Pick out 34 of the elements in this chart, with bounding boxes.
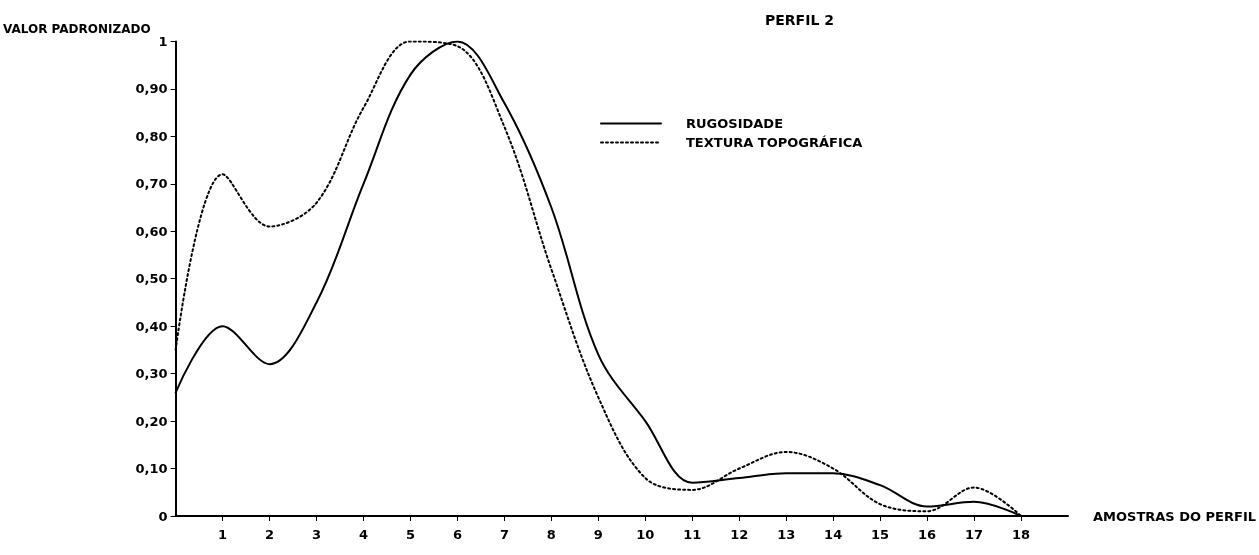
x-tick-label: 7 bbox=[499, 527, 509, 542]
x-tick-label: 12 bbox=[730, 527, 749, 542]
x-tick-label: 17 bbox=[965, 527, 984, 542]
x-tick-label: 16 bbox=[918, 527, 937, 542]
x-tick-label: 1 bbox=[218, 527, 228, 542]
x-tick-label: 8 bbox=[546, 527, 556, 542]
y-tick-label: 1 bbox=[158, 33, 168, 49]
x-tick-label: 3 bbox=[312, 527, 322, 542]
legend-label: TEXTURA TOPOGRÁFICA bbox=[686, 135, 863, 150]
chart-title: PERFIL 2 bbox=[765, 12, 834, 28]
x-tick-label: 15 bbox=[871, 527, 890, 542]
y-tick-label: 0 bbox=[158, 508, 168, 524]
y-tick-label: 0,70 bbox=[135, 176, 168, 192]
x-tick-label: 2 bbox=[265, 527, 275, 542]
x-tick-label: 4 bbox=[358, 527, 369, 542]
y-tick-label: 0,40 bbox=[135, 318, 168, 334]
y-tick-label: 0,80 bbox=[135, 128, 168, 144]
x-tick-label: 5 bbox=[405, 527, 415, 542]
x-axis-title: AMOSTRAS DO PERFIL bbox=[1092, 508, 1256, 524]
x-tick-label: 9 bbox=[593, 527, 603, 542]
y-axis-title: VALOR PADRONIZADO bbox=[3, 22, 151, 36]
x-tick-label: 11 bbox=[683, 527, 702, 542]
y-tick-label: 0,90 bbox=[135, 81, 168, 97]
y-tick-label: 0,50 bbox=[135, 271, 168, 287]
y-tick-label: 0,20 bbox=[135, 413, 168, 429]
y-tick-label: 0,60 bbox=[135, 223, 168, 239]
y-tick-label: 0,10 bbox=[135, 461, 168, 477]
x-tick-label: 18 bbox=[1011, 527, 1031, 542]
y-tick-label: 0,30 bbox=[135, 366, 168, 382]
x-tick-label: 13 bbox=[777, 527, 796, 542]
legend-label: RUGOSIDADE bbox=[686, 116, 784, 131]
x-tick-label: 6 bbox=[452, 527, 462, 542]
x-tick-label: 14 bbox=[824, 527, 843, 542]
x-tick-label: 10 bbox=[636, 527, 655, 542]
